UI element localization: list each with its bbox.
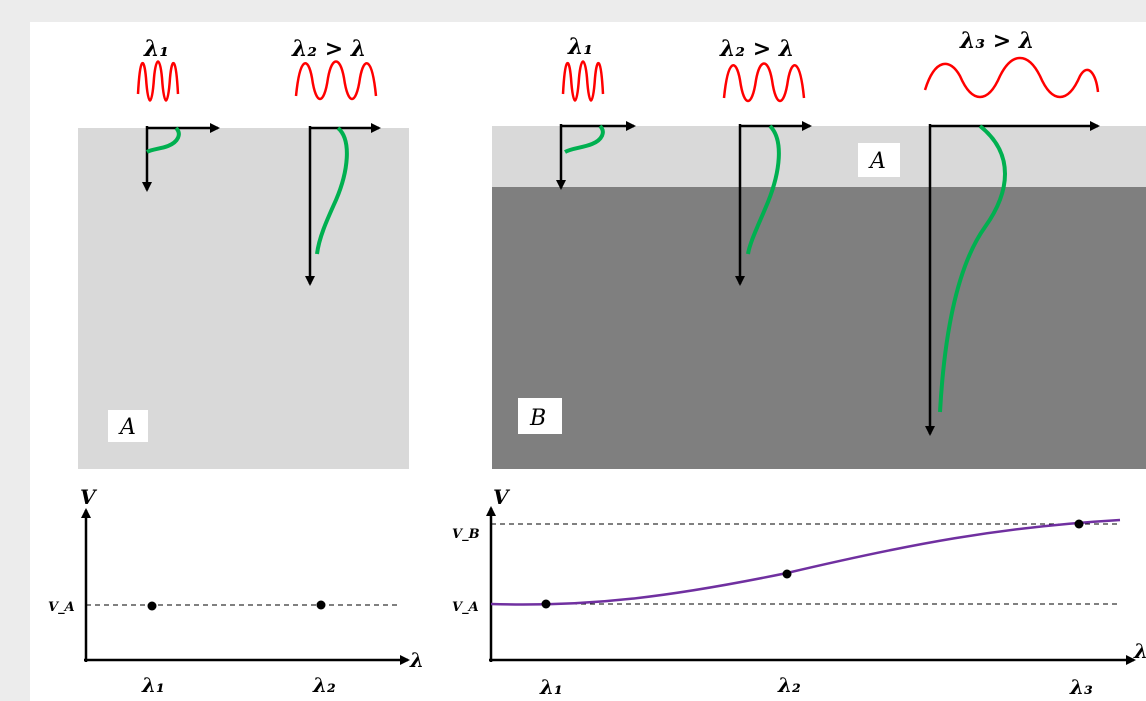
penetration-curve-1: [145, 126, 181, 154]
wave-label-2: λ₂ > λ: [291, 36, 366, 62]
right-long-wave: [923, 56, 1100, 98]
right-short-wave: [561, 60, 605, 102]
right-plot: V λ V_B V_A λ₁ λ₂ λ₃: [452, 485, 1146, 699]
left-plot-y-label: V: [80, 485, 98, 509]
left-plot: V λ V_A λ₁ λ₂: [48, 485, 424, 697]
right-plot-point-2: [782, 569, 792, 579]
dispersion-curve: [490, 518, 1121, 606]
diagram-canvas: λ₁ λ₂ > λ A V λ V_A λ₁ λ₂ λ₁: [30, 22, 1146, 701]
layer-b-label: B: [529, 406, 546, 431]
left-plot-va-tick: V_A: [48, 600, 75, 615]
right-plot-x-label: λ: [1133, 639, 1146, 663]
left-plot-x-tick-2: λ₂: [312, 673, 336, 697]
right-penetration-curve-3: [938, 124, 1007, 413]
right-wave-label-2: λ₂ > λ: [719, 36, 794, 62]
short-wave: [136, 60, 180, 102]
layer-a-label: A: [868, 149, 886, 174]
layer-a-block: [492, 126, 1146, 187]
wave-label-1: λ₁: [143, 36, 169, 62]
right-plot-y-label: V: [493, 485, 511, 509]
diagram-svg: λ₁ λ₂ > λ A V λ V_A λ₁ λ₂ λ₁: [48, 28, 1146, 699]
right-medium-wave: [722, 62, 806, 102]
material-label-box: [108, 410, 148, 442]
left-plot-point-1: [147, 601, 157, 611]
right-plot-x-tick-2: λ₂: [777, 673, 801, 697]
left-plot-x-label: λ: [409, 648, 424, 672]
right-wave-label-1: λ₁: [567, 34, 593, 60]
left-plot-point-2: [316, 600, 326, 610]
right-plot-vb-tick: V_B: [452, 527, 480, 542]
left-panel: λ₁ λ₂ > λ A: [78, 36, 409, 469]
layer-b-block: [492, 187, 1146, 469]
right-plot-x-tick-3: λ₃: [1069, 675, 1093, 699]
right-penetration-curve-1: [564, 124, 605, 154]
left-plot-x-tick-1: λ₁: [141, 673, 165, 697]
layer-b-label-box: [518, 398, 562, 434]
layer-a-label-box: [858, 143, 900, 177]
penetration-curve-2: [315, 126, 349, 255]
right-plot-va-tick: V_A: [452, 600, 479, 615]
material-label: A: [118, 415, 136, 440]
right-wave-label-3: λ₃ > λ: [959, 28, 1034, 54]
right-panel: λ₁ λ₂ > λ λ₃ > λ A B: [492, 28, 1146, 469]
right-plot-x-tick-1: λ₁: [539, 675, 563, 699]
right-penetration-curve-2: [746, 124, 781, 255]
right-plot-point-3: [1074, 519, 1084, 529]
long-wave: [294, 60, 378, 100]
right-plot-point-1: [541, 599, 551, 609]
